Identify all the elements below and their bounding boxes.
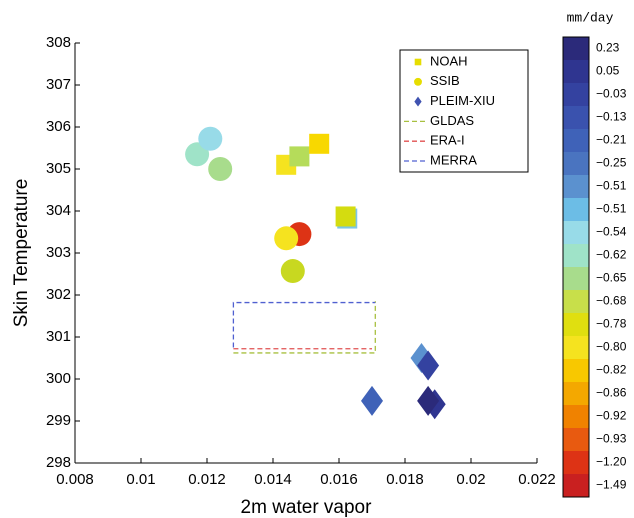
reference-line bbox=[233, 301, 376, 354]
x-tick-label: 0.02 bbox=[456, 471, 485, 488]
y-tick-label: 302 bbox=[46, 286, 71, 303]
colorbar-swatch bbox=[563, 244, 589, 268]
colorbar-swatch bbox=[563, 405, 589, 429]
colorbar-label: −0.51 bbox=[596, 202, 627, 216]
colorbar-title: mm/day bbox=[567, 10, 614, 25]
diamond-marker bbox=[417, 350, 440, 381]
colorbar-swatch bbox=[563, 106, 589, 130]
legend-label: GLDAS bbox=[430, 113, 474, 128]
x-tick-label: 0.01 bbox=[126, 471, 155, 488]
legend-box bbox=[399, 49, 529, 173]
square-marker bbox=[289, 146, 310, 167]
circle-marker bbox=[274, 226, 299, 251]
colorbar-label: −1.49 bbox=[596, 478, 627, 492]
legend-label: MERRA bbox=[430, 152, 477, 167]
legend-label: PLEIM-XIU bbox=[430, 93, 495, 108]
legend-label: ERA-I bbox=[430, 133, 465, 148]
y-tick-label: 300 bbox=[46, 370, 71, 387]
x-tick-label: 0.008 bbox=[56, 471, 94, 488]
y-tick-label: 305 bbox=[46, 160, 71, 177]
colorbar-swatch bbox=[563, 290, 589, 314]
colorbar-label: −0.62 bbox=[596, 248, 627, 262]
y-tick-label: 308 bbox=[46, 34, 71, 51]
colorbar-label: −0.51 bbox=[596, 179, 627, 193]
colorbar-label: −0.82 bbox=[596, 363, 627, 377]
colorbar-swatch bbox=[563, 428, 589, 452]
colorbar-swatch bbox=[563, 60, 589, 84]
colorbar-label: −0.25 bbox=[596, 156, 627, 170]
colorbar-swatch bbox=[563, 37, 589, 61]
colorbar-swatch bbox=[563, 221, 589, 245]
circle-marker bbox=[280, 259, 305, 284]
legend-label: NOAH bbox=[430, 53, 468, 68]
reference-line bbox=[232, 301, 376, 348]
colorbar-frame bbox=[562, 36, 590, 498]
colorbar-label: −0.65 bbox=[596, 271, 627, 285]
diamond-marker bbox=[414, 96, 422, 107]
colorbar-label: 0.05 bbox=[596, 64, 620, 78]
colorbar-label: −1.20 bbox=[596, 455, 627, 469]
square-marker bbox=[414, 58, 422, 66]
colorbar-label: −0.78 bbox=[596, 317, 627, 331]
x-tick-label: 0.012 bbox=[188, 471, 226, 488]
y-tick-label: 304 bbox=[46, 202, 71, 219]
colorbar-label: −0.93 bbox=[596, 432, 627, 446]
x-tick-label: 0.014 bbox=[254, 471, 292, 488]
diamond-marker bbox=[361, 385, 383, 416]
colorbar-swatch bbox=[563, 359, 589, 383]
colorbar-label: −0.92 bbox=[596, 409, 627, 423]
diamond-marker bbox=[417, 385, 440, 416]
colorbar-label: −0.13 bbox=[596, 110, 627, 124]
colorbar-swatch bbox=[563, 198, 589, 222]
colorbar-label: −0.03 bbox=[596, 87, 627, 101]
x-axis-label: 2m water vapor bbox=[241, 497, 373, 518]
circle-marker bbox=[198, 126, 223, 151]
legend-label: SSIB bbox=[430, 73, 460, 88]
colorbar-label: −0.80 bbox=[596, 340, 627, 354]
colorbar-label: 0.23 bbox=[596, 41, 620, 55]
y-tick-label: 307 bbox=[46, 76, 71, 93]
x-tick-label: 0.018 bbox=[386, 471, 424, 488]
y-tick-label: 303 bbox=[46, 244, 71, 261]
colorbar-swatch bbox=[563, 175, 589, 199]
colorbar-swatch bbox=[563, 474, 589, 498]
y-tick-label: 298 bbox=[46, 454, 71, 471]
square-marker bbox=[335, 206, 356, 227]
colorbar-swatch bbox=[563, 336, 589, 360]
y-tick-label: 299 bbox=[46, 412, 71, 429]
colorbar-label: −0.68 bbox=[596, 294, 627, 308]
colorbar-swatch bbox=[563, 451, 589, 475]
colorbar-swatch bbox=[563, 267, 589, 291]
colorbar-label: −0.54 bbox=[596, 225, 627, 239]
colorbar-swatch bbox=[563, 313, 589, 337]
colorbar-swatch bbox=[563, 382, 589, 406]
circle-marker bbox=[414, 77, 422, 86]
y-tick-label: 306 bbox=[46, 118, 71, 135]
x-tick-label: 0.022 bbox=[518, 471, 556, 488]
colorbar-swatch bbox=[563, 152, 589, 176]
colorbar-label: −0.86 bbox=[596, 386, 627, 400]
y-axis-label: Skin Temperature bbox=[11, 179, 32, 328]
circle-marker bbox=[208, 157, 233, 181]
colorbar-label: −0.21 bbox=[596, 133, 627, 147]
square-marker bbox=[309, 133, 330, 154]
colorbar-swatch bbox=[563, 129, 589, 153]
y-tick-label: 301 bbox=[46, 328, 71, 345]
x-tick-label: 0.016 bbox=[320, 471, 358, 488]
colorbar-swatch bbox=[563, 83, 589, 107]
